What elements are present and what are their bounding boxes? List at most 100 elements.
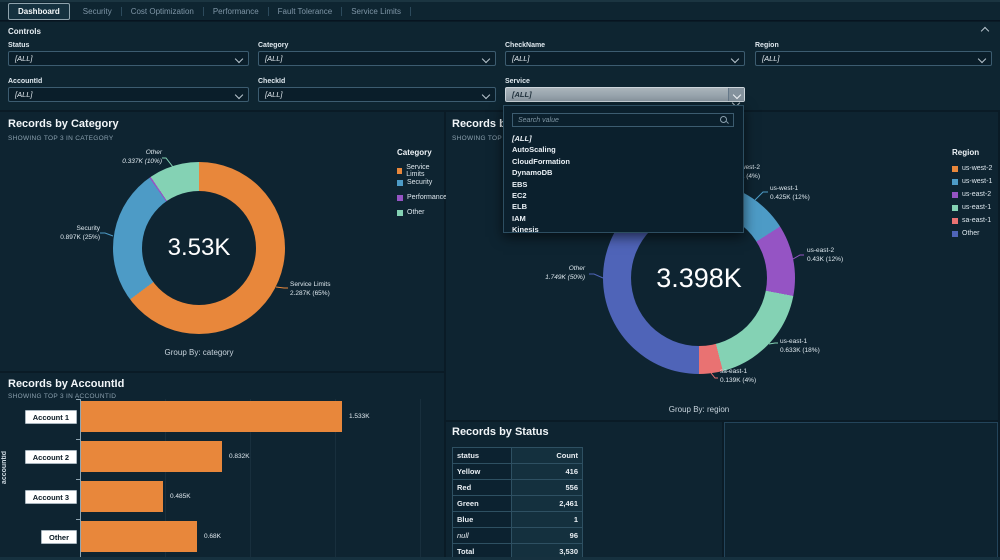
legend-title: Region xyxy=(952,148,980,157)
checkid-filter-value: [ALL] xyxy=(265,90,283,99)
legend-item-us-west-2[interactable]: us-west-2 xyxy=(952,165,992,172)
tab-dashboard[interactable]: Dashboard xyxy=(8,2,70,20)
legend-item-performance[interactable]: Performance xyxy=(397,194,447,201)
table-row[interactable]: Red 556 xyxy=(452,479,583,496)
tab-security[interactable]: Security xyxy=(82,6,112,16)
category-label-other: Other xyxy=(40,530,77,544)
legend-item-other[interactable]: Other xyxy=(952,230,980,237)
service-filter-label: Service xyxy=(505,78,530,85)
option-elb[interactable]: ELB xyxy=(512,202,527,212)
legend-item-service-limits[interactable]: Service Limits xyxy=(397,164,444,178)
category-filter-label: Category xyxy=(258,42,289,49)
group-by-label: Group By: region xyxy=(668,405,730,414)
service-filter-value: [ALL] xyxy=(512,90,532,99)
tab-service-limits[interactable]: Service Limits xyxy=(351,6,401,16)
table-row[interactable]: Blue 1 xyxy=(452,511,583,528)
option-kinesis[interactable]: Kinesis xyxy=(512,225,539,233)
top-strip xyxy=(0,0,1000,2)
category-label-account-1: Account 1 xyxy=(24,410,77,424)
gridline xyxy=(165,399,166,560)
status-filter-label: Status xyxy=(8,42,30,49)
bar-row: 0.832K xyxy=(81,441,250,472)
panel-subtitle: SHOWING TOP 3 IN ACCOUNTID xyxy=(8,393,117,400)
service-dropdown-panel: Search value [ALL] AutoScaling CloudForm… xyxy=(503,105,744,233)
tab-divider xyxy=(120,6,122,16)
search-input[interactable]: Search value xyxy=(512,113,734,127)
tab-cost-optimization[interactable]: Cost Optimization xyxy=(130,6,194,16)
column-header-status[interactable]: status xyxy=(452,447,512,464)
service-filter-dropdown[interactable]: [ALL] xyxy=(505,87,745,102)
panel-records-by-status: Records by Status status Count Yellow 416… xyxy=(446,422,722,560)
bar-row: 0.485K xyxy=(81,481,191,512)
panel-subtitle: SHOWING TOP 3 IN CATEGORY xyxy=(8,135,114,142)
bar-row: 1.533K xyxy=(81,401,370,432)
axis-tick xyxy=(76,399,81,400)
group-by-label: Group By: category xyxy=(164,348,234,357)
bar-other[interactable] xyxy=(81,521,197,552)
legend-item-us-east-1[interactable]: us-east-1 xyxy=(952,204,991,211)
bar-account-1[interactable] xyxy=(81,401,342,432)
accountid-filter-label: AccountId xyxy=(8,78,43,85)
bar-row: 0.68K xyxy=(81,521,221,552)
legend-item-sa-east-1[interactable]: sa-east-1 xyxy=(952,217,991,224)
legend-item-us-east-2[interactable]: us-east-2 xyxy=(952,191,991,198)
search-icon xyxy=(720,116,728,124)
legend-item-us-west-1[interactable]: us-west-1 xyxy=(952,178,992,185)
donut-center-total: 3.398K xyxy=(656,262,742,293)
legend-swatch xyxy=(397,209,403,216)
accountid-filter-value: [ALL] xyxy=(15,90,33,99)
checkname-filter-dropdown[interactable]: [ALL] xyxy=(505,51,745,66)
region-filter-dropdown[interactable]: [ALL] xyxy=(755,51,992,66)
option-cloudformation[interactable]: CloudFormation xyxy=(512,156,570,166)
tab-bar: Dashboard Security Cost Optimization Per… xyxy=(0,2,1000,21)
collapse-controls-icon[interactable] xyxy=(980,26,990,36)
status-filter-dropdown[interactable]: [ALL] xyxy=(8,51,249,66)
legend-swatch xyxy=(397,194,403,201)
legend-item-other[interactable]: Other xyxy=(397,209,425,216)
table-row-null[interactable]: null 96 xyxy=(452,527,583,544)
tab-performance[interactable]: Performance xyxy=(212,6,259,16)
service-dropdown-button[interactable] xyxy=(728,88,744,101)
legend-swatch xyxy=(397,179,403,186)
bar-account-3[interactable] xyxy=(81,481,163,512)
chevron-down-icon xyxy=(234,54,244,63)
chevron-down-icon xyxy=(234,90,244,99)
service-options-list: [ALL] AutoScaling CloudFormation DynamoD… xyxy=(512,133,735,233)
chevron-down-icon xyxy=(732,90,741,99)
status-table: status Count Yellow 416 Red 556 Green 2,461… xyxy=(452,447,583,560)
search-placeholder: Search value xyxy=(518,116,559,124)
panel-title: Records by AccountId xyxy=(8,378,125,390)
legend-item-security[interactable]: Security xyxy=(397,179,432,186)
option-ec2[interactable]: EC2 xyxy=(512,190,527,200)
panel-subtitle: SHOWING TOP 5 IN REGION xyxy=(452,135,547,142)
table-row-total[interactable]: Total 3,530 xyxy=(452,543,583,560)
option-ebs[interactable]: EBS xyxy=(512,179,528,189)
callout-us-east-1: us-east-1 0.633K (18%) xyxy=(780,338,820,354)
callout-us-east-2: us-east-2 0.43K (12%) xyxy=(807,247,844,263)
tab-divider xyxy=(341,6,343,16)
callout-sa-east-1: sa-east-1 0.139K (4%) xyxy=(720,368,757,384)
y-axis-title: accountid xyxy=(1,451,8,485)
table-row[interactable]: Green 2,461 xyxy=(452,495,583,512)
accountid-filter-dropdown[interactable]: [ALL] xyxy=(8,87,249,102)
tab-fault-tolerance[interactable]: Fault Tolerance xyxy=(277,6,333,16)
checkid-filter-dropdown[interactable]: [ALL] xyxy=(258,87,496,102)
gridline xyxy=(250,399,251,560)
tab-divider xyxy=(202,6,204,16)
option-autoscaling[interactable]: AutoScaling xyxy=(512,145,556,155)
option-iam[interactable]: IAM xyxy=(512,213,526,223)
option-dynamodb[interactable]: DynamoDB xyxy=(512,168,553,178)
horizontal-scrollbar[interactable] xyxy=(0,557,1000,560)
category-filter-dropdown[interactable]: [ALL] xyxy=(258,51,496,66)
chevron-down-icon xyxy=(977,54,987,63)
bar-account-2[interactable] xyxy=(81,441,222,472)
category-label-account-2: Account 2 xyxy=(24,450,77,464)
callout-us-west-1: us-west-1 0.425K (12%) xyxy=(770,185,810,201)
option-all[interactable]: [ALL] xyxy=(512,134,532,143)
column-header-count[interactable]: Count xyxy=(511,447,583,464)
legend-swatch xyxy=(952,217,958,224)
region-filter-label: Region xyxy=(755,42,779,49)
bar-value-label: 1.533K xyxy=(349,413,370,420)
table-row[interactable]: Yellow 416 xyxy=(452,463,583,480)
gridline xyxy=(420,399,421,560)
